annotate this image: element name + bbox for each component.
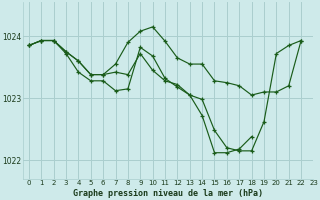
X-axis label: Graphe pression niveau de la mer (hPa): Graphe pression niveau de la mer (hPa) — [73, 189, 263, 198]
